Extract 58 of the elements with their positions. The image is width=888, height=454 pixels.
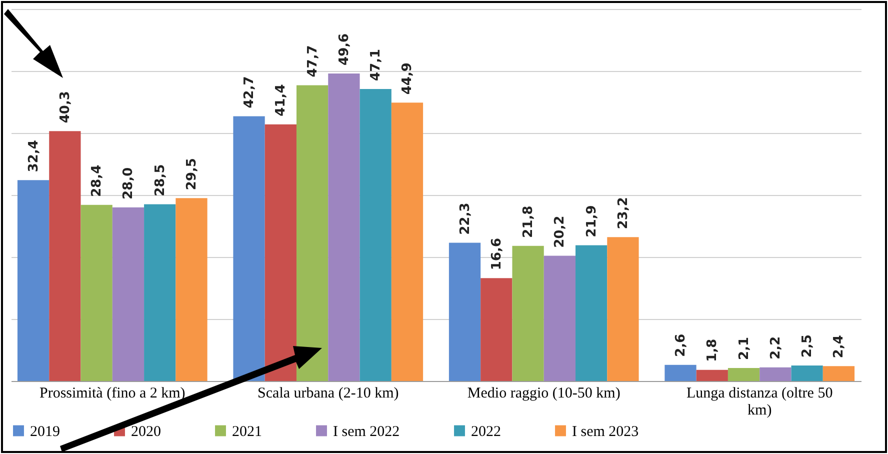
data-label: 16,6	[489, 238, 504, 270]
bar	[391, 102, 424, 381]
bar	[328, 73, 360, 381]
data-label: 41,4	[274, 84, 289, 116]
bar	[791, 366, 823, 381]
bar	[233, 116, 265, 381]
bar	[264, 124, 296, 381]
data-label: 47,1	[368, 48, 384, 81]
bar	[17, 180, 50, 381]
data-label: 29,5	[184, 158, 200, 190]
x-tick-label: Scala urbana (2-10 km)	[258, 386, 399, 402]
data-label: 2,1	[736, 336, 752, 360]
data-label: 49,6	[336, 33, 352, 66]
data-label: 21,9	[584, 205, 600, 238]
x-tick-label: Lunga distanza (oltre 50 km)	[686, 386, 833, 418]
legend-label: 2022	[471, 424, 501, 440]
x-tick-label: Prossimità (fino a 2 km)	[39, 386, 186, 402]
bar	[576, 245, 608, 381]
data-label: 28,4	[90, 164, 105, 197]
bar	[664, 364, 696, 381]
data-label: 40,3	[58, 91, 73, 124]
bar	[760, 367, 792, 381]
data-label: 44,9	[400, 62, 416, 95]
data-label: 2,4	[832, 335, 847, 358]
legend-label: I sem 2023	[572, 424, 639, 440]
data-label: 47,7	[305, 45, 320, 78]
data-label: 2,6	[674, 334, 688, 357]
bar	[512, 246, 544, 381]
legend-label: I sem 2022	[333, 424, 400, 440]
data-label: 22,3	[458, 202, 473, 235]
bar	[144, 204, 176, 381]
data-label: 21,8	[521, 206, 536, 238]
bar	[49, 131, 81, 381]
x-tick-label: Medio raggio (10-50 km)	[467, 386, 620, 402]
legend-label: 2021	[232, 424, 262, 440]
bar	[607, 237, 639, 381]
legend-label: 2019	[30, 424, 60, 440]
data-label: 28,0	[121, 167, 136, 200]
data-label: 32,4	[26, 140, 42, 172]
bar	[822, 366, 855, 381]
data-label: 42,7	[242, 76, 258, 108]
bar	[448, 242, 481, 381]
data-label: 2,2	[768, 336, 784, 360]
data-label: 2,5	[800, 334, 816, 358]
data-label: 23,2	[616, 197, 631, 230]
bar	[80, 204, 112, 381]
bar	[176, 198, 208, 381]
bar	[112, 207, 144, 381]
bar	[544, 256, 576, 381]
data-label: 1,8	[705, 338, 720, 362]
data-label: 28,5	[152, 164, 168, 196]
data-label: 20,2	[552, 216, 568, 248]
bar	[360, 88, 392, 381]
bar	[728, 368, 760, 381]
legend-label: 2020	[131, 424, 161, 440]
bar	[480, 278, 512, 381]
bar	[696, 370, 728, 381]
bar	[296, 85, 328, 381]
